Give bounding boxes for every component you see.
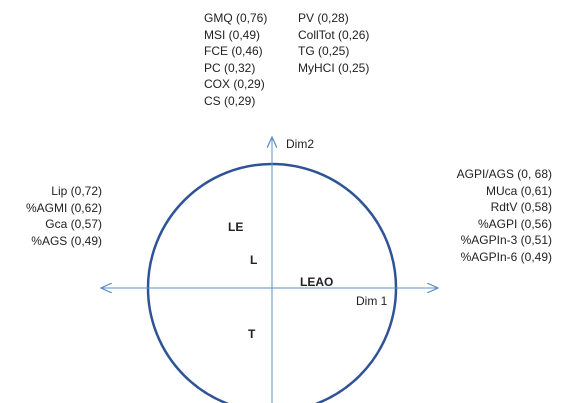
variable-label: MSI (0,49) [204,27,261,42]
variable-label: %AGPI (0,56) [477,216,552,231]
variable-label: COX (0,29) [204,77,265,91]
top-right-variable-list: PV (0,28) CollTot (0,26) TG (0,25) MyHCI… [298,10,369,76]
dim2-axis-label: Dim2 [286,137,315,151]
group-label-l: L [250,253,258,267]
variable-label: FCE (0,46) [204,44,263,58]
variable-label: CS (0,29) [204,93,256,108]
top-left-variable-list: GMQ (0,76) MSI (0,49) FCE (0,46) PC (0,3… [204,10,267,109]
variable-label: TG (0,25) [298,44,350,58]
variable-label: %AGPIn-3 (0,51) [460,233,552,247]
group-label-le: LE [228,220,244,234]
variable-label: PC (0,32) [204,60,256,75]
variable-label: AGPI/AGS (0, 68) [456,167,552,181]
right-variable-list: AGPI/AGS (0, 68) MUca (0,61) RdtV (0,58)… [440,166,552,265]
dim1-axis-label: Dim 1 [356,294,388,308]
left-variable-list: Lip (0,72) %AGMI (0,62) Gca (0,57) %AGS … [18,183,102,249]
variable-label: PV (0,28) [298,11,349,25]
variable-label: RdtV (0,58) [490,200,552,214]
variable-label: %AGPIn-6 (0,49) [460,249,552,264]
variable-label: Gca (0,57) [45,217,102,231]
variable-label: %AGMI (0,62) [25,200,102,215]
variable-label: GMQ (0,76) [204,11,268,25]
variable-label: MUca (0,61) [485,183,552,198]
variable-label: %AGS (0,49) [31,233,102,248]
group-label-leao: LEAO [300,275,334,289]
group-label-t: T [248,327,256,341]
variable-label: Lip (0,72) [51,184,102,198]
variable-label: CollTot (0,26) [298,27,370,42]
variable-label: MyHCI (0,25) [298,60,370,75]
